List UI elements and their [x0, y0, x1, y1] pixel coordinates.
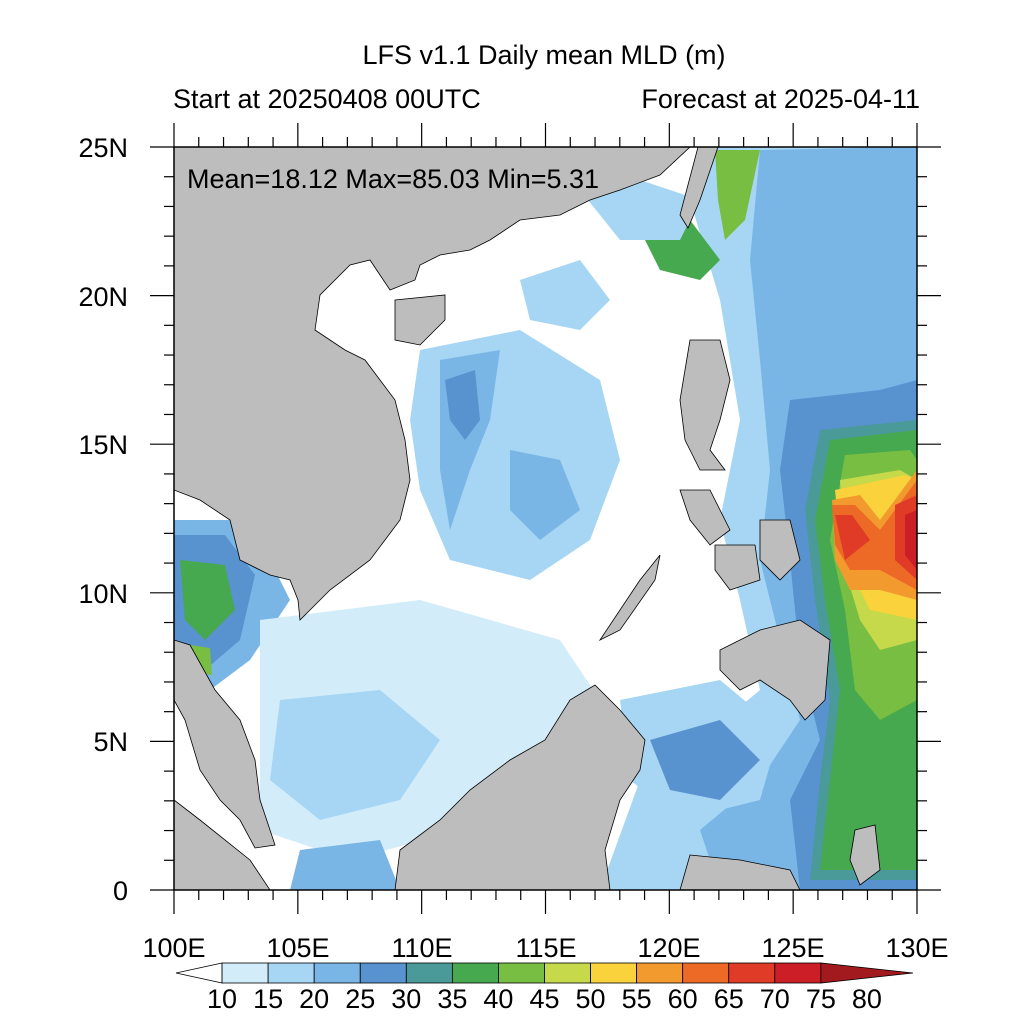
- longitude-labels: 100E 105E 110E 115E 120E 125E 130E: [142, 933, 948, 963]
- colorbar-label: 30: [391, 984, 421, 1014]
- colorbar-swatch: [451, 962, 499, 984]
- colorbar-swatch: [359, 962, 407, 984]
- land-taiwan: [679, 147, 719, 229]
- colorbar-swatch: [590, 962, 638, 984]
- colorbar-label: 75: [806, 984, 836, 1014]
- mld-30-40-central-scs: [445, 370, 480, 440]
- mld-70-75-west-pacific: [835, 515, 870, 560]
- colorbar-label: 80: [852, 984, 882, 1014]
- mld-35-45-gulf-thailand: [180, 560, 235, 640]
- colorbar-label: 65: [714, 984, 744, 1014]
- latitude-labels: 25N 20N 15N 10N 5N 0: [78, 133, 128, 906]
- colorbar-label: 70: [760, 984, 790, 1014]
- land-luzon: [679, 339, 731, 471]
- lat-label: 0: [113, 876, 128, 906]
- lon-label: 115E: [515, 933, 576, 963]
- start-time-label: Start at 20250408 00UTC: [173, 84, 481, 114]
- colorbar-swatch: [820, 962, 914, 984]
- land-borneo: [394, 684, 646, 890]
- colorbar-swatch: [498, 962, 545, 984]
- lat-label: 5N: [93, 727, 128, 757]
- colorbar-label: 35: [437, 984, 467, 1014]
- colorbar-swatch: [221, 962, 269, 984]
- land-asia-mainland: [174, 147, 691, 621]
- colorbar-label: 15: [253, 984, 283, 1014]
- lat-label: 15N: [78, 430, 128, 460]
- colorbar-swatch: [267, 962, 315, 984]
- lat-label: 10N: [78, 579, 128, 609]
- mld-75-80-east-edge: [905, 510, 917, 570]
- forecast-date-label: Forecast at 2025-04-11: [641, 84, 920, 114]
- colorbar-label: 20: [299, 984, 329, 1014]
- colorbar: 10 15 20 25 30 35 40 45 50 55 60 65 70 75 80: [175, 962, 914, 1014]
- land-palawan: [598, 554, 661, 642]
- land-samar-leyte: [759, 519, 801, 581]
- colorbar-swatch: [774, 962, 822, 984]
- mld-25-30-central-scs-east: [510, 450, 580, 540]
- colorbar-swatch: [175, 962, 223, 984]
- land-mindanao: [719, 619, 831, 721]
- map-plot-area: [174, 147, 917, 890]
- mld-shading: [174, 147, 917, 890]
- colorbar-label: 40: [483, 984, 513, 1014]
- land-sumatra: [174, 799, 271, 890]
- mld-65-70-west-pacific: [832, 480, 917, 590]
- land-halmahera: [849, 824, 881, 886]
- colorbar-label: 10: [207, 984, 237, 1014]
- land-sulawesi: [679, 854, 801, 890]
- land-hainan: [394, 294, 446, 346]
- map-title: LFS v1.1 Daily mean MLD (m): [362, 40, 726, 70]
- lon-label: 100E: [142, 933, 205, 963]
- lon-label: 110E: [391, 933, 452, 963]
- lon-label: 125E: [761, 933, 824, 963]
- lon-label: 130E: [885, 933, 948, 963]
- colorbar-label: 55: [622, 984, 652, 1014]
- colorbar-label: 50: [576, 984, 606, 1014]
- lon-label: 120E: [637, 933, 700, 963]
- colorbar-label: 60: [668, 984, 698, 1014]
- colorbar-swatch: [405, 962, 453, 984]
- colorbar-swatch: [544, 962, 591, 984]
- land-masses: [174, 147, 881, 890]
- lon-label: 105E: [266, 933, 329, 963]
- colorbar-swatch: [313, 962, 361, 984]
- mld-20-25-north-shelf: [580, 180, 700, 240]
- colorbar-swatch: [636, 962, 684, 984]
- lat-label: 25N: [78, 133, 128, 163]
- stats-annotation: Mean=18.12 Max=85.03 Min=5.31: [187, 164, 599, 194]
- colorbar-label: 45: [529, 984, 559, 1014]
- mld-20-25-north-scs: [520, 260, 610, 330]
- mld-20-25-south-scs: [270, 690, 440, 820]
- lat-label: 20N: [78, 282, 128, 312]
- mld-45-50-taiwan-east: [715, 150, 760, 240]
- colorbar-label: 25: [345, 984, 375, 1014]
- colorbar-swatch: [728, 962, 776, 984]
- mld-25-30-sunda: [290, 840, 400, 890]
- land-malay-peninsula: [174, 639, 276, 849]
- land-panay: [714, 544, 761, 591]
- axis-ticks: [150, 123, 941, 914]
- mld-30-35-sulu-sea: [650, 720, 760, 800]
- colorbar-swatch: [682, 962, 730, 984]
- land-visayas: [679, 489, 731, 546]
